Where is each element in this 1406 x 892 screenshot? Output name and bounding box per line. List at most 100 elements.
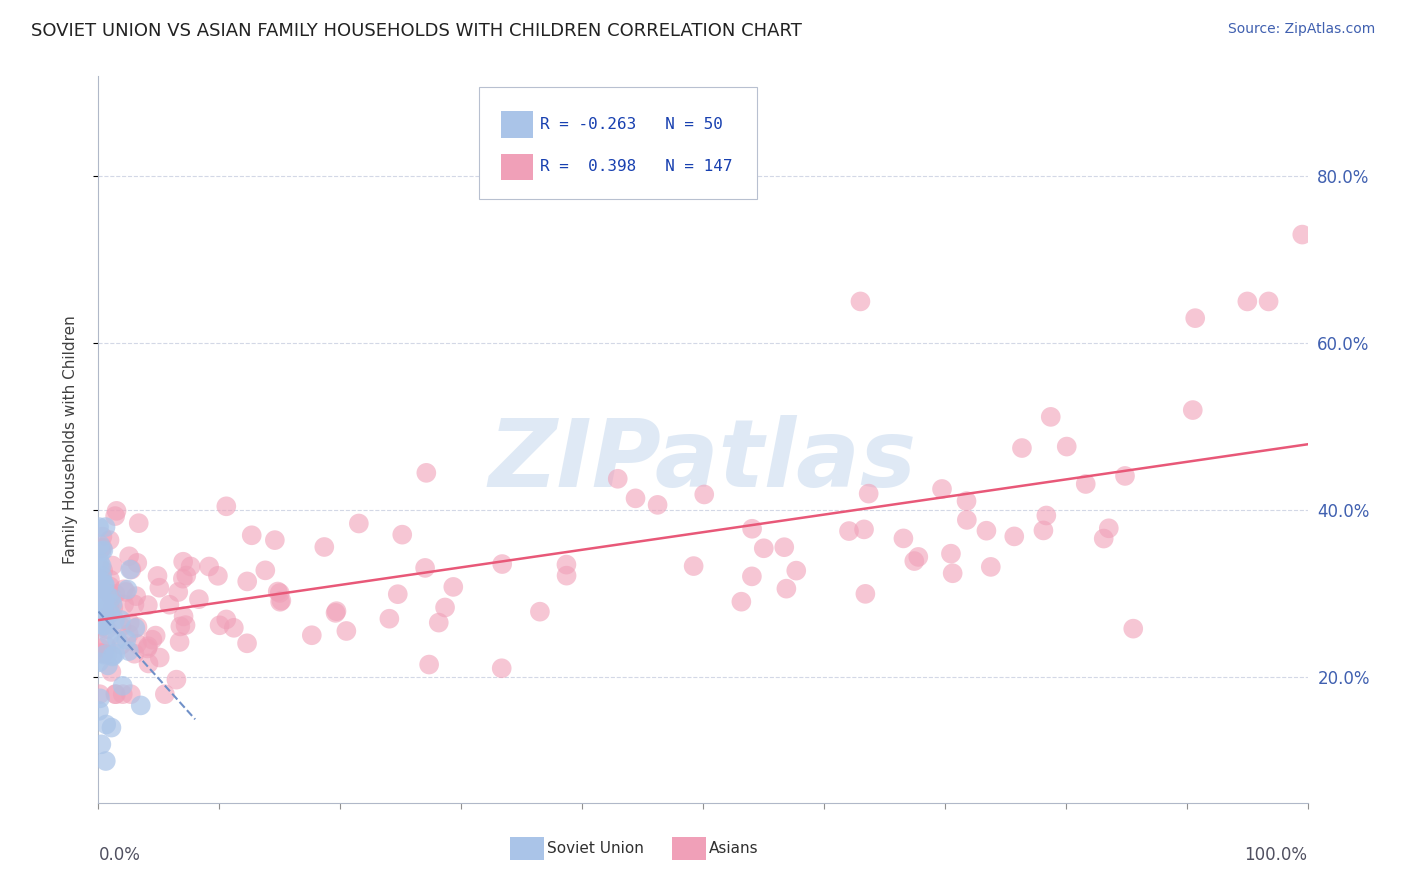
Point [104,509,127,524]
Point [87,704,110,718]
Point [96,589,118,603]
Point [858,486,880,500]
Point [110,620,132,634]
Point [112,582,135,597]
Point [91,541,114,555]
Point [93,648,115,662]
Point [254,563,277,577]
Point [215,500,238,514]
Point [104,587,127,601]
Point [89,597,111,611]
Text: Soviet Union: Soviet Union [547,841,644,855]
Point [118,627,141,641]
Point [491,661,513,675]
Point [90,544,112,558]
Point [136,598,159,612]
Point [236,636,259,650]
Point [263,533,285,548]
FancyBboxPatch shape [501,112,533,137]
Point [87,655,110,669]
Point [976,524,998,538]
Point [94,577,117,591]
Point [1056,440,1078,454]
Point [93,619,115,633]
Point [939,547,962,561]
Point [97,658,120,673]
Point [387,587,409,601]
Point [1181,403,1204,417]
Point [96,622,118,636]
Point [555,568,578,582]
Point [136,641,159,656]
Point [87,617,110,632]
Point [853,522,876,536]
Point [100,665,122,679]
Point [91,582,114,597]
Point [105,632,128,647]
Point [124,647,146,661]
Point [169,635,191,649]
Point [91,569,114,583]
Point [146,569,169,583]
Point [741,522,763,536]
Text: ZIPatlas: ZIPatlas [489,415,917,508]
Point [89,646,111,660]
Point [942,566,965,581]
Point [110,638,132,652]
Point [112,598,135,612]
Point [1114,469,1136,483]
Point [1039,409,1062,424]
FancyBboxPatch shape [501,153,533,180]
Point [741,569,763,583]
Y-axis label: Family Households with Children: Family Households with Children [63,315,77,564]
Point [93,646,115,660]
Point [91,530,114,544]
Point [624,491,647,506]
Point [172,572,194,586]
Point [1092,532,1115,546]
Point [94,754,117,768]
Text: Asians: Asians [709,841,758,855]
Point [138,657,160,671]
Point [98,607,121,621]
Point [128,516,150,531]
Point [120,562,142,576]
Point [93,578,115,592]
Point [1032,524,1054,538]
Point [427,615,450,630]
Point [100,591,122,605]
Point [96,610,118,624]
Point [89,560,111,574]
Point [103,600,125,615]
Point [89,691,111,706]
Point [335,624,357,638]
Point [849,294,872,309]
Text: 0.0%: 0.0% [98,847,141,864]
Point [347,516,370,531]
Point [93,543,115,558]
Point [418,657,440,672]
Point [98,580,121,594]
Point [752,541,775,556]
Point [87,596,110,610]
Point [413,561,436,575]
Point [682,559,704,574]
Point [167,585,190,599]
Point [104,687,127,701]
Point [124,621,146,635]
Point [159,598,181,612]
Point [267,584,290,599]
Point [127,556,149,570]
Point [169,619,191,633]
Point [730,595,752,609]
Point [118,644,141,658]
Point [236,574,259,589]
Point [91,564,114,578]
Point [90,559,112,574]
Point [172,555,194,569]
Point [129,698,152,713]
Point [378,612,401,626]
Point [207,569,229,583]
Point [980,560,1002,574]
Point [115,632,138,647]
